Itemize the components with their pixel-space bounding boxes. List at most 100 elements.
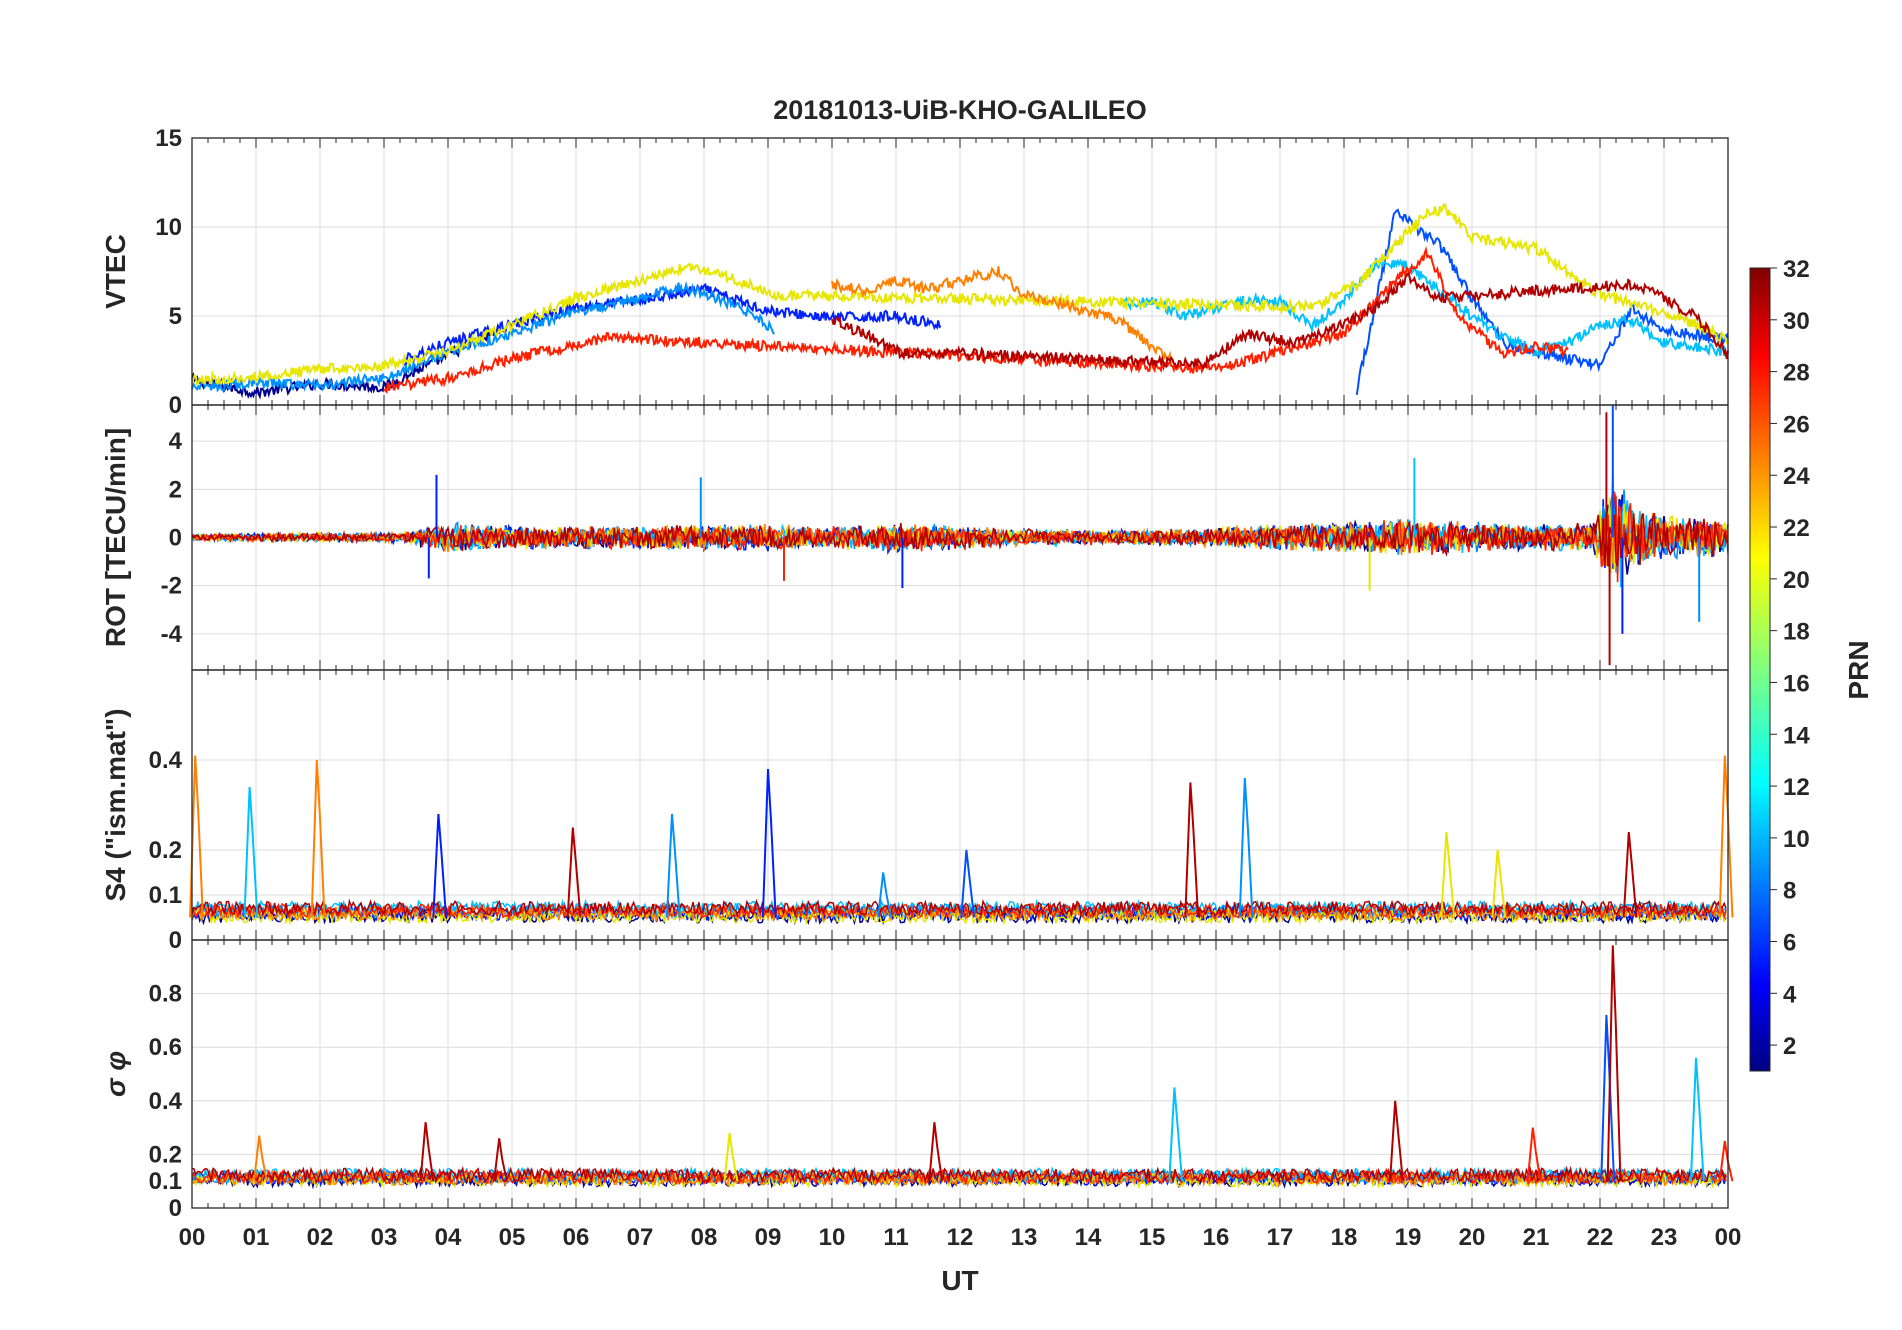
ticks-rot: -4 -2 0 2 4 bbox=[161, 405, 1729, 670]
y-tick-label-vtec: 0 bbox=[169, 392, 182, 419]
x-tick-label: 18 bbox=[1331, 1224, 1358, 1251]
x-tick-label: 16 bbox=[1203, 1224, 1230, 1251]
ticks-s4: 0 0.1 0.2 0.4 bbox=[149, 670, 1729, 954]
s4-spike-12 bbox=[1491, 849, 1507, 918]
x-tick-label: 00 bbox=[1715, 1224, 1742, 1251]
x-tick-label: 00 bbox=[179, 1224, 206, 1251]
sigma_phi-spike-7 bbox=[1526, 1127, 1542, 1182]
y-tick-label-rot: -2 bbox=[161, 573, 182, 600]
x-tick-label: 03 bbox=[371, 1224, 398, 1251]
x-tick-label: 10 bbox=[819, 1224, 846, 1251]
rot-trace-6 bbox=[191, 490, 1729, 583]
sigma_phi-spike-9 bbox=[1606, 945, 1622, 1182]
sigma_phi-spike-2 bbox=[493, 1138, 508, 1182]
x-tick-label: 14 bbox=[1075, 1224, 1102, 1251]
colorbar-tick-label: 10 bbox=[1783, 826, 1810, 853]
y-tick-label-s4: 0.4 bbox=[149, 747, 183, 774]
s4-spike-1 bbox=[243, 786, 259, 918]
s4-trace-0 bbox=[191, 906, 1727, 926]
x-tick-label: 15 bbox=[1139, 1224, 1166, 1251]
series-group-vtec bbox=[191, 203, 1729, 400]
sigma_phi-spike-10 bbox=[1689, 1057, 1705, 1182]
y-axis-label-sigma_phi: σ φ bbox=[100, 1051, 131, 1097]
x-tick-label: 12 bbox=[947, 1224, 974, 1251]
chart-title: 20181013-UiB-KHO-GALILEO bbox=[773, 95, 1147, 125]
y-tick-label-s4: 0 bbox=[169, 927, 182, 954]
y-tick-label-rot: 4 bbox=[169, 428, 183, 455]
colorbar-tick-label: 22 bbox=[1783, 515, 1810, 542]
sigma_phi-spike-4 bbox=[928, 1122, 944, 1182]
x-tick-label: 23 bbox=[1651, 1224, 1678, 1251]
x-tick-label: 13 bbox=[1011, 1224, 1038, 1251]
x-tick-label: 04 bbox=[435, 1224, 462, 1251]
y-tick-label-sigma_phi: 0.1 bbox=[149, 1168, 182, 1195]
colorbar-tick-label: 4 bbox=[1783, 981, 1797, 1008]
vtec-series-prn-20 bbox=[191, 203, 1729, 386]
x-tick-label: 01 bbox=[243, 1224, 270, 1251]
x-tick-label: 06 bbox=[563, 1224, 590, 1251]
series-group-sigma_phi bbox=[191, 945, 1734, 1190]
x-tick-label: 21 bbox=[1523, 1224, 1550, 1251]
colorbar-tick-label: 8 bbox=[1783, 878, 1796, 905]
panel-s4: 0 0.1 0.2 0.4 S4 ("ism.mat") bbox=[100, 669, 1734, 954]
x-tick-label: 08 bbox=[691, 1224, 718, 1251]
ticks-sigma_phi: 00.10.2 0.4 0.6 0.8 bbox=[149, 940, 1729, 1222]
s4-spike-14 bbox=[1718, 755, 1734, 918]
vtec-series-prn-24 bbox=[831, 266, 1173, 364]
x-tick-label: 05 bbox=[499, 1224, 526, 1251]
x-tick-label: 09 bbox=[755, 1224, 782, 1251]
x-tick-labels: 00 01 02 03 04 05 06 07 08 09 10 11 12 13 14 15 16 17 18 19… bbox=[179, 1224, 1742, 1251]
x-tick-label: 19 bbox=[1395, 1224, 1422, 1251]
s4-spike-8 bbox=[960, 849, 976, 918]
y-tick-label-rot: 2 bbox=[169, 476, 182, 503]
s4-spike-5 bbox=[665, 813, 681, 918]
panel-rot: -4 -2 0 2 4 ROT [TECU/min] bbox=[100, 404, 1729, 671]
y-tick-label-s4: 0.1 bbox=[149, 882, 182, 909]
sigma_phi-spike-3 bbox=[723, 1132, 739, 1182]
x-tick-label: 20 bbox=[1459, 1224, 1486, 1251]
colorbar-tick-label: 12 bbox=[1783, 774, 1810, 801]
series-group-rot bbox=[191, 405, 1729, 666]
x-tick-label: 02 bbox=[307, 1224, 334, 1251]
sigma_phi-spike-6 bbox=[1389, 1100, 1404, 1182]
y-tick-label-sigma_phi: 0.4 bbox=[149, 1088, 183, 1115]
colorbar-tick-label: 14 bbox=[1783, 722, 1810, 749]
series-group-s4 bbox=[189, 755, 1734, 926]
ticks-vtec: 0 5 10 15 bbox=[155, 125, 1729, 419]
s4-spike-13 bbox=[1622, 831, 1638, 918]
sigma_phi-spike-1 bbox=[253, 1135, 268, 1182]
sigma_phi-trace-7 bbox=[191, 1165, 1727, 1185]
colorbar-label: PRN bbox=[1843, 640, 1874, 699]
panel-sigma_phi: 00.10.2 0.4 0.6 0.8 σ φ bbox=[100, 939, 1734, 1222]
vtec-series-prn-11 bbox=[1119, 258, 1729, 358]
vtec-series-prn-9 bbox=[191, 280, 776, 393]
s4-spike-6 bbox=[761, 768, 777, 918]
y-tick-label-vtec: 10 bbox=[155, 214, 182, 241]
y-axis-label-vtec: VTEC bbox=[100, 234, 131, 309]
vtec-series-prn-7 bbox=[1355, 208, 1729, 396]
y-tick-label-s4: 0.2 bbox=[149, 837, 182, 864]
s4-spike-2 bbox=[310, 759, 326, 918]
y-tick-label-vtec: 15 bbox=[155, 125, 182, 152]
colorbar-tick-label: 20 bbox=[1783, 567, 1810, 594]
sigma_phi-spike-11 bbox=[1718, 1140, 1734, 1182]
rot-trace-7 bbox=[191, 512, 1729, 567]
vtec-series-prn-31 bbox=[831, 271, 1729, 371]
colorbar-tick-label: 6 bbox=[1783, 929, 1796, 956]
colorbar-gradient bbox=[1749, 267, 1771, 1072]
panel-vtec: 0 5 10 15 VTEC bbox=[100, 125, 1729, 419]
s4-spike-7 bbox=[877, 872, 892, 918]
y-axis-label-s4: S4 ("ism.mat") bbox=[100, 708, 131, 901]
y-tick-label-sigma_phi: 0 bbox=[169, 1195, 182, 1222]
grid-s4 bbox=[192, 670, 1728, 941]
s4-trace-7 bbox=[191, 898, 1727, 918]
x-tick-label: 17 bbox=[1267, 1224, 1294, 1251]
s4-spike-3 bbox=[432, 813, 448, 918]
colorbar-tick-label: 30 bbox=[1783, 308, 1810, 335]
y-tick-label-sigma_phi: 0.6 bbox=[149, 1034, 182, 1061]
colorbar-tick-label: 28 bbox=[1783, 360, 1810, 387]
x-axis-label: UT bbox=[941, 1265, 978, 1296]
x-tick-label: 07 bbox=[627, 1224, 654, 1251]
